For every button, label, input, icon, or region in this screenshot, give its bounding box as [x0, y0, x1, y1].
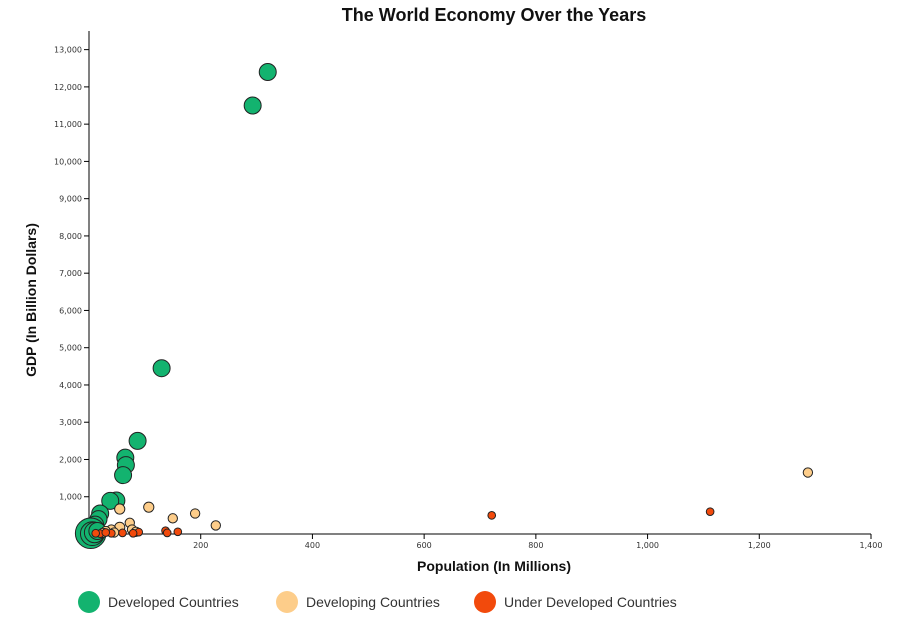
legend-swatch — [78, 591, 100, 613]
y-tick-label: 8,000 — [59, 232, 82, 241]
data-point — [802, 467, 814, 478]
data-point — [128, 431, 147, 450]
data-point — [118, 528, 127, 538]
x-tick-label: 1,400 — [860, 541, 883, 550]
y-tick-label: 3,000 — [59, 418, 82, 427]
data-point — [101, 528, 111, 537]
y-tick-label: 12,000 — [54, 83, 82, 92]
x-tick-label: 1,000 — [636, 541, 659, 550]
x-axis-label: Population (In Millions) — [417, 558, 571, 574]
y-tick-label: 13,000 — [54, 46, 82, 55]
legend-label: Developing Countries — [306, 594, 440, 610]
data-point — [128, 528, 138, 538]
legend-swatch — [276, 591, 298, 613]
data-point — [152, 359, 171, 378]
data-points — [74, 62, 814, 550]
data-point — [258, 62, 277, 81]
y-tick-label: 6,000 — [59, 306, 82, 315]
data-point — [243, 96, 262, 115]
data-point — [114, 503, 126, 515]
legend-swatch — [474, 591, 496, 613]
y-tick-label: 7,000 — [59, 269, 82, 278]
y-tick-label: 2,000 — [59, 455, 82, 464]
y-axis-label: GDP (In Billion Dollars) — [23, 223, 39, 377]
data-point — [101, 491, 120, 510]
data-point — [167, 513, 178, 524]
data-point — [91, 528, 101, 538]
legend: Developed Countries Developing Countries U… — [78, 591, 677, 613]
y-tick-label: 1,000 — [59, 493, 82, 502]
data-point — [705, 507, 715, 516]
data-point — [210, 520, 221, 531]
y-axis: 1,000 2,000 3,000 4,000 5,000 6,000 7,000 8,000… — [54, 31, 90, 534]
x-tick-label: 200 — [193, 541, 208, 550]
y-tick-label: 10,000 — [54, 157, 82, 166]
legend-label: Under Developed Countries — [504, 594, 677, 610]
chart-title: The World Economy Over the Years — [342, 5, 646, 25]
x-axis: 200 400 600 800 1,000 1,200 1,400 — [89, 533, 883, 550]
x-tick-label: 400 — [305, 541, 320, 550]
data-point — [189, 508, 201, 519]
y-tick-label: 5,000 — [59, 344, 82, 353]
y-tick-label: 4,000 — [59, 381, 82, 390]
data-point — [162, 528, 172, 538]
data-point — [114, 466, 133, 485]
y-tick-label: 9,000 — [59, 195, 82, 204]
y-tick-label: 11,000 — [54, 120, 82, 129]
data-point — [143, 501, 155, 513]
legend-label: Developed Countries — [108, 594, 239, 610]
data-point — [487, 511, 497, 520]
data-point — [173, 527, 183, 537]
x-tick-label: 600 — [417, 541, 432, 550]
x-tick-label: 1,200 — [748, 541, 771, 550]
x-tick-label: 800 — [528, 541, 543, 550]
